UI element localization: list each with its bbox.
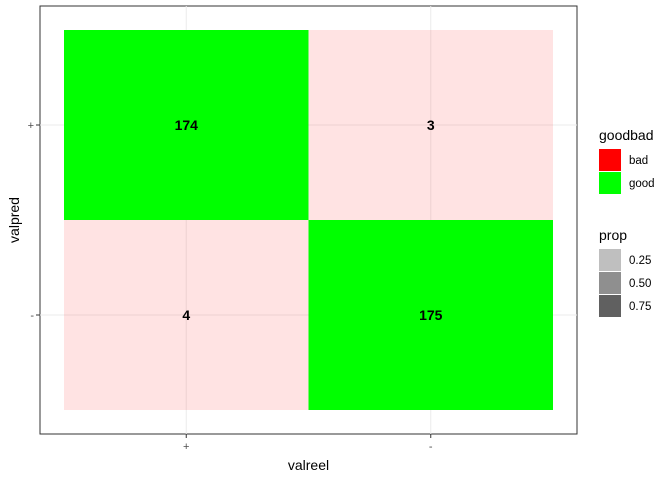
heatmap-cell — [308, 30, 553, 220]
y-tick-label: - — [30, 310, 34, 322]
legend-key-swatch — [599, 172, 621, 194]
heatmap-cells — [64, 30, 553, 410]
y-axis-title: valpred — [6, 197, 22, 243]
plot-panel: 174 3 4 175 — [39, 5, 578, 435]
cell-labels: 174 3 4 175 — [175, 117, 443, 323]
y-tick-label: + — [28, 120, 34, 132]
legend-key-label: 0.75 — [629, 301, 651, 313]
legend-key-swatch — [599, 272, 621, 294]
legend-goodbad: goodbad bad good — [599, 127, 655, 194]
x-tick-label: - — [429, 441, 433, 453]
x-axis-title: valreel — [288, 457, 329, 473]
legend-key-label: good — [629, 178, 655, 190]
legend-key-swatch — [599, 249, 621, 271]
cell-value-label: 175 — [419, 307, 443, 323]
legend-key-label: bad — [629, 155, 648, 167]
cell-value-label: 3 — [427, 117, 435, 133]
heatmap-cell — [308, 220, 553, 410]
x-axis: + - — [183, 434, 433, 453]
y-axis: +- — [28, 120, 40, 322]
heatmap-cell — [64, 30, 309, 220]
cell-value-label: 4 — [182, 307, 190, 323]
heatmap-cell — [64, 220, 309, 410]
legend-title: goodbad — [599, 127, 654, 143]
legend-key-label: 0.50 — [629, 278, 651, 290]
legend-key-swatch — [599, 295, 621, 317]
legend-key-swatch — [599, 149, 621, 171]
x-tick-label: + — [183, 441, 189, 453]
cell-value-label: 174 — [175, 117, 199, 133]
legend-title: prop — [599, 227, 627, 243]
legend-key-label: 0.25 — [629, 255, 651, 267]
